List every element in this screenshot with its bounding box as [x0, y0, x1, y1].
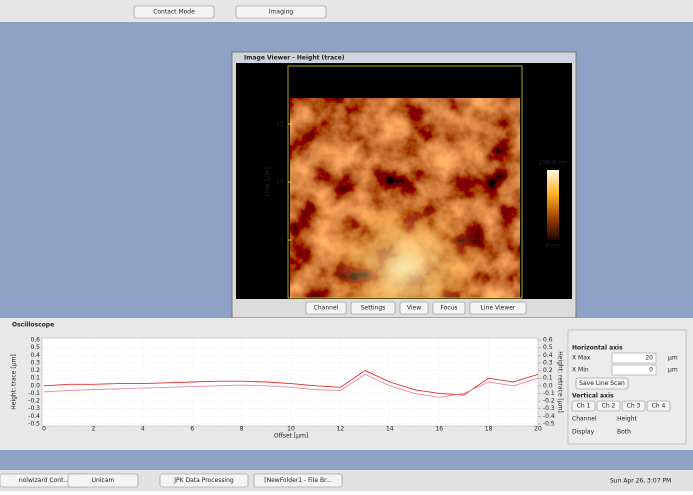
taskbar-item-label: JPK Data Processing	[173, 477, 234, 484]
y-tick-label: -0.4	[28, 413, 40, 420]
window-title: Image Viewer - Height (trace)	[244, 55, 345, 62]
field-label: Channel	[572, 416, 597, 423]
field-value: Height	[617, 416, 637, 423]
y-tick-label: -0.1	[28, 390, 40, 397]
y-tick-label: 0.0	[30, 382, 40, 389]
x-tick-label: 4	[141, 426, 145, 433]
y2-tick-label: 0.1	[543, 375, 553, 382]
field-value: 0	[649, 367, 653, 374]
y2-axis-label: Height: retrace [µm]	[557, 351, 564, 413]
field-unit: µm	[668, 367, 678, 374]
x-tick-label: 8	[240, 426, 244, 433]
x-tick-label: 12	[337, 426, 345, 433]
save-button-label: Save Line Scan	[579, 380, 625, 387]
y2-tick-label: 0.6	[543, 337, 553, 344]
y-tick-label: 5	[280, 237, 284, 244]
channel-tab-label: Ch 3	[627, 403, 641, 410]
channel-tab-label: Ch 2	[602, 403, 616, 410]
mode-select-label: Contact Mode	[153, 9, 195, 16]
y-tick-label: -0.3	[28, 405, 40, 412]
x-tick-label: 16	[435, 426, 443, 433]
y-tick-label: 0.5	[30, 344, 40, 351]
screen: Contact Mode Imaging Image Viewer - Height…	[0, 0, 693, 491]
x-axis-label: Offset [µm]	[274, 433, 308, 440]
clock: Sun Apr 26, 3:07 PM	[610, 478, 671, 485]
colorbar	[547, 170, 559, 240]
y-tick-label: -0.2	[28, 398, 40, 405]
viewer-button-label: Channel	[314, 305, 339, 312]
channel-tab-label: Ch 1	[577, 403, 591, 410]
afm-highlight	[290, 98, 520, 298]
x-tick-label: 2	[91, 426, 95, 433]
field-unit: µm	[668, 355, 678, 362]
y-tick-label: 15	[276, 121, 284, 128]
y2-tick-label: 0.3	[543, 359, 553, 366]
viewer-button-label: Settings	[361, 305, 386, 312]
y-axis-label: Height: trace [µm]	[11, 354, 18, 410]
channel-tab-label: Ch 4	[652, 403, 666, 410]
y2-tick-label: 0.2	[543, 367, 553, 374]
field-label: X Max	[572, 355, 591, 362]
y2-tick-label: 0.5	[543, 344, 553, 351]
field-label: X Min	[572, 367, 589, 374]
workflow-select-label: Imaging	[269, 9, 294, 16]
viewer-button-label: View	[407, 305, 421, 312]
y2-tick-label: -0.1	[543, 390, 555, 397]
y2-tick-label: 0.0	[543, 382, 553, 389]
x-tick-label: 18	[485, 426, 493, 433]
y-tick-label: 0.1	[30, 375, 40, 382]
y-tick-label: 0.4	[30, 352, 40, 359]
oscilloscope-title: Oscilloscope	[12, 322, 54, 329]
taskbar-item-label: nolwizard Cont...	[19, 477, 69, 484]
y-tick-label: -0.5	[28, 421, 40, 428]
y2-tick-label: -0.4	[543, 413, 555, 420]
y-tick-label: 0.2	[30, 367, 40, 374]
y2-tick-label: -0.2	[543, 398, 555, 405]
field-label: Display	[572, 429, 595, 436]
viewer-button-label: Line Viewer	[481, 305, 516, 312]
x-tick-label: 14	[386, 426, 394, 433]
x-tick-label: 10	[287, 426, 295, 433]
colorbar-max: 290.9 nm	[539, 160, 568, 167]
y-tick-label: 10	[276, 179, 284, 186]
section-title: Horizontal axis	[572, 345, 623, 352]
taskbar-item-label: [NewFolder1 - File Br...	[264, 477, 332, 484]
y2-tick-label: -0.3	[543, 405, 555, 412]
section-title: Vertical axis	[572, 393, 614, 400]
plot-area	[42, 338, 538, 426]
field-value: 20	[645, 355, 653, 362]
field-value: Both	[617, 429, 631, 436]
taskbar-item-label: Unicam	[92, 477, 115, 484]
toolbar	[0, 0, 693, 22]
y2-tick-label: 0.4	[543, 352, 553, 359]
y-axis-label: slow [µm]	[265, 167, 272, 197]
y2-tick-label: -0.5	[543, 421, 555, 428]
y-tick-label: 0.6	[30, 337, 40, 344]
y-tick-label: 0.3	[30, 359, 40, 366]
x-tick-label: 20	[534, 426, 542, 433]
colorbar-min: 0 nm	[545, 243, 561, 250]
x-tick-label: 0	[42, 426, 46, 433]
x-tick-label: 6	[190, 426, 194, 433]
viewer-button-label: Focus	[440, 305, 457, 312]
